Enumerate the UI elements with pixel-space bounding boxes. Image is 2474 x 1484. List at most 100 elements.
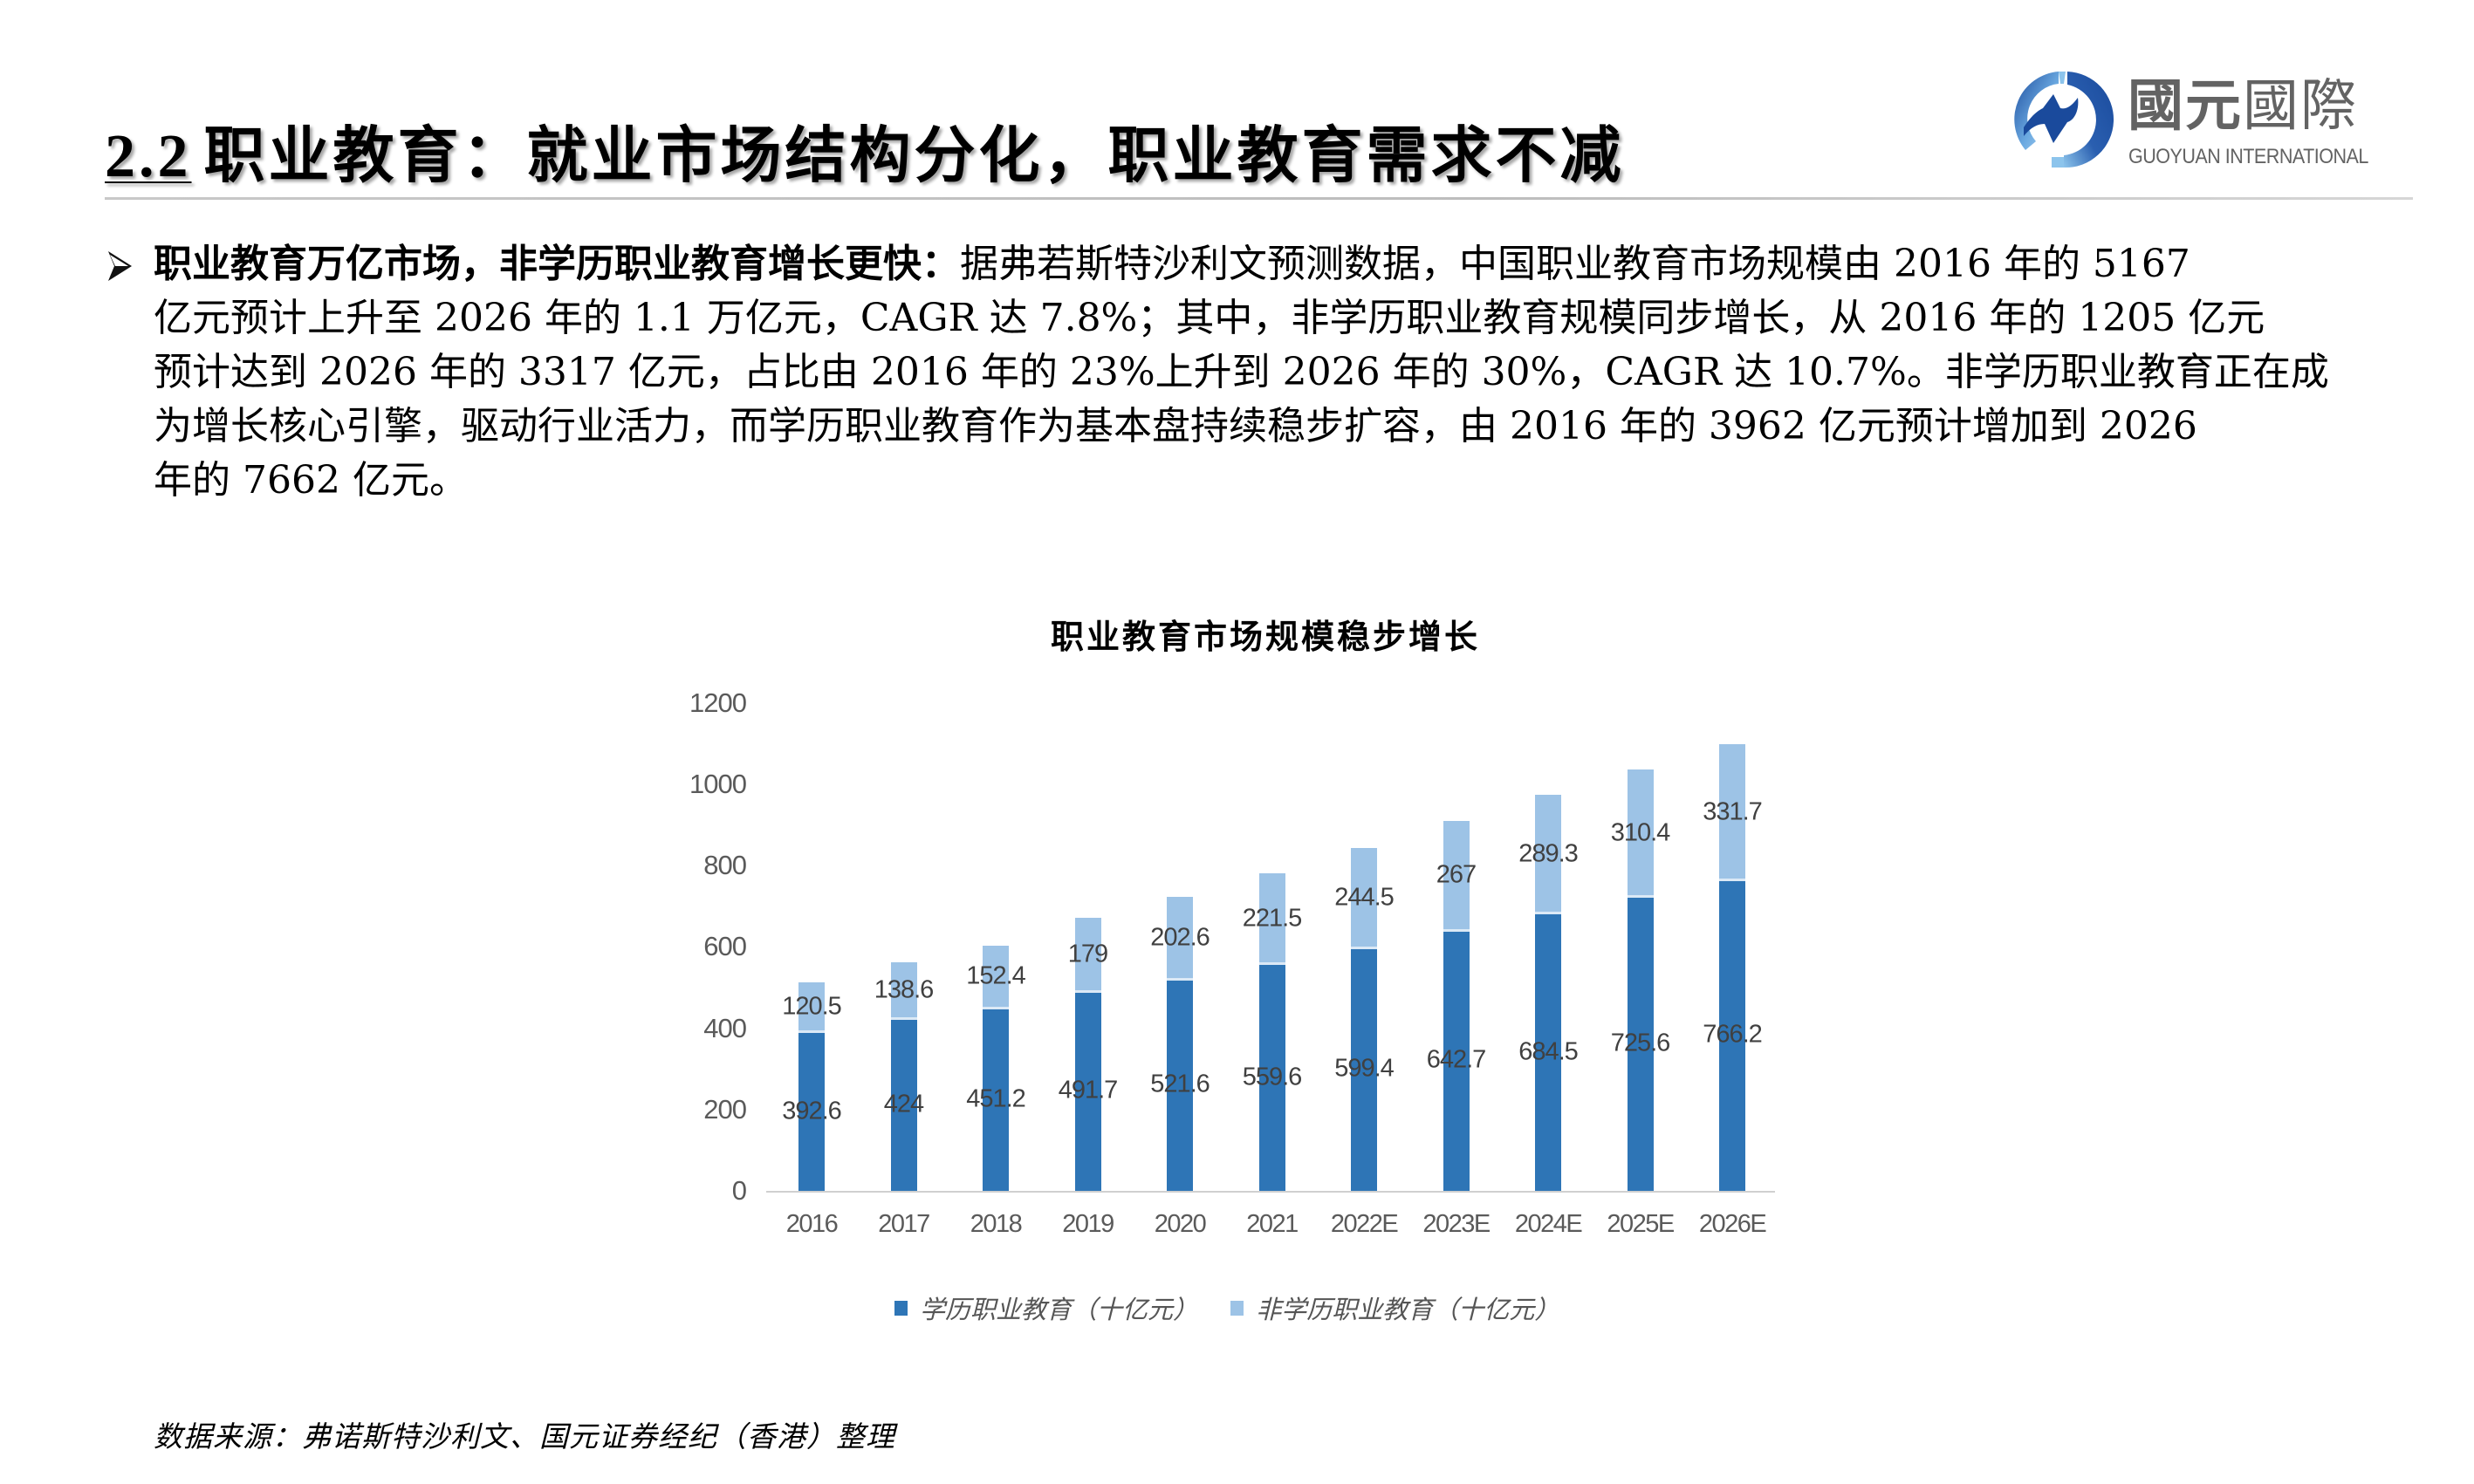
legend-item-academic: 学历职业教育（十亿元） [894,1289,1198,1326]
bar-segment-non-academic [1535,795,1561,913]
bar-segment-non-academic [1258,873,1285,964]
data-label-non-academic: 289.3 [1518,839,1579,868]
bar-segment-academic [1627,895,1654,1191]
bar-segment-non-academic [1443,821,1470,930]
guoyuan-logo-icon [2014,72,2114,168]
stacked-bar [1351,847,1377,1191]
chart-legend: 学历职业教育（十亿元） 非学历职业教育（十亿元） [894,1289,1584,1324]
segment-separator [1627,894,1654,898]
x-axis-tick-label: 2022E [1330,1210,1399,1238]
bar-segment-non-academic [1167,896,1193,979]
stacked-bar [1719,744,1745,1191]
x-axis-tick-label: 2026E [1698,1210,1767,1238]
summary-paragraph: 职业教育万亿市场，非学历职业教育增长更快：据弗若斯特沙利文预测数据，中国职业教育… [154,237,2353,508]
x-axis-tick-label: 2024E [1514,1210,1583,1238]
data-label-academic: 424 [883,1090,924,1118]
page-title: 2.2 职业教育：就业市场结构分化，职业教育需求不减 [105,112,1625,199]
data-label-academic: 491.7 [1058,1076,1119,1104]
data-source-note: 数据来源：弗诺斯特沙利文、国元证券经纪（香港）整理 [154,1419,895,1453]
x-axis-tick-label: 2019 [1062,1210,1114,1238]
stacked-bar [1074,918,1101,1191]
y-axis-tick-label: 1200 [689,687,747,718]
bar-segment-non-academic [1719,744,1745,879]
chart-title: 职业教育市场规模稳步增长 [1050,617,1480,656]
y-axis-tick-label: 200 [703,1093,747,1125]
data-label-non-academic: 221.5 [1242,904,1303,933]
segment-separator [1351,946,1377,949]
data-label-academic: 684.5 [1518,1037,1579,1065]
data-label-academic: 392.6 [782,1097,842,1125]
x-axis-tick-label: 2023E [1422,1210,1491,1238]
data-label-non-academic: 310.4 [1610,818,1671,847]
company-logo: 國元國際 GUOYUAN INTERNATIONAL [2010,66,2411,176]
section-number: 2.2 [105,123,192,190]
bar-segment-academic [1074,990,1101,1191]
bar-segment-non-academic [1351,847,1377,947]
bar-segment-academic [1258,963,1285,1191]
data-label-non-academic: 331.7 [1703,797,1763,826]
x-axis-tick-label: 2025E [1607,1210,1675,1238]
data-label-non-academic: 120.5 [782,992,842,1021]
bar-segment-non-academic [1627,769,1654,896]
stacked-bar [1443,821,1470,1191]
segment-separator [1074,989,1101,993]
segment-separator [798,1030,825,1034]
bar-segment-academic [798,1031,825,1191]
bar-segment-non-academic [798,981,825,1032]
data-label-non-academic: 267 [1436,860,1477,889]
segment-separator [983,1006,1009,1009]
data-label-academic: 451.2 [966,1084,1026,1113]
paragraph-line-3: 预计达到 2026 年的 3317 亿元，占比由 2016 年的 23%上升到 … [154,350,2329,394]
paragraph-line-5: 年的 7662 亿元。 [154,458,468,503]
stacked-bar-chart: 0 200 400 600 800 1000 1200 392.6 120.5 2016 424 13… [663,672,1815,1282]
stacked-bar [798,981,825,1191]
x-axis-tick-label: 2018 [970,1210,1023,1238]
legend-swatch-dark-blue [894,1300,908,1316]
bar-segment-academic [1535,913,1561,1191]
bar-segment-academic [1351,947,1377,1191]
bar-segment-academic [1443,929,1470,1191]
x-axis-line [766,1191,1775,1193]
logo-english-name: GUOYUAN INTERNATIONAL [2128,145,2368,168]
bar-segment-academic [890,1018,917,1191]
segment-separator [890,1017,917,1021]
legend-swatch-light-blue [1230,1300,1244,1316]
paragraph-lead: 职业教育万亿市场，非学历职业教育增长更快： [154,242,960,286]
stacked-bar [1258,873,1285,1191]
segment-separator [1535,912,1561,915]
x-axis-tick-label: 2017 [878,1210,930,1238]
data-label-academic: 521.6 [1150,1070,1210,1098]
stacked-bar [1627,769,1654,1191]
data-label-academic: 599.4 [1334,1054,1395,1083]
x-axis-tick-label: 2021 [1246,1210,1299,1238]
data-label-academic: 725.6 [1610,1029,1671,1057]
paragraph-line-4: 为增长核心引擎，驱动行业活力，而学历职业教育作为基本盘持续稳步扩容，由 2016… [154,404,2197,448]
segment-separator [1258,962,1285,966]
data-label-non-academic: 202.6 [1150,923,1210,952]
legend-item-non-academic: 非学历职业教育（十亿元） [1230,1289,1559,1326]
segment-separator [1443,928,1470,932]
paragraph-line-1: 职业教育万亿市场，非学历职业教育增长更快：据弗若斯特沙利文预测数据，中国职业教育… [154,242,2190,286]
paragraph-line-2: 亿元预计上升至 2026 年的 1.1 万亿元，CAGR 达 7.8%；其中，非… [154,296,2265,340]
data-label-academic: 766.2 [1703,1020,1763,1049]
y-axis-tick-label: 1000 [689,769,747,799]
y-axis-tick-label: 400 [703,1012,747,1043]
arrowhead-bullet-icon [108,251,132,281]
y-axis-tick-label: 800 [703,850,747,881]
data-label-non-academic: 138.6 [874,975,935,1004]
logo-chinese-name: 國元國際 [2128,74,2358,139]
stacked-bar [983,945,1009,1191]
data-label-academic: 559.6 [1242,1063,1303,1091]
x-axis-tick-label: 2016 [785,1210,839,1238]
stacked-bar [890,961,917,1191]
title-divider [105,197,2413,200]
bar-segment-non-academic [983,945,1009,1008]
data-label-non-academic: 179 [1067,940,1108,968]
stacked-bar [1167,896,1193,1191]
segment-separator [1167,977,1193,981]
stacked-bar [1535,795,1561,1191]
segment-separator [1719,878,1745,881]
data-label-non-academic: 244.5 [1334,883,1395,912]
bar-segment-non-academic [1074,918,1101,991]
bar-segment-academic [1167,978,1193,1191]
